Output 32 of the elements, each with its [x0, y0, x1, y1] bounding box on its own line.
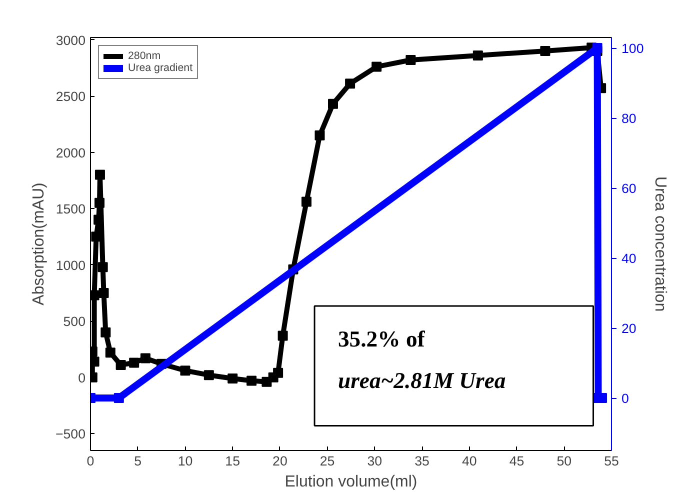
y2-tick-label: 60	[622, 181, 636, 196]
y-tick-label: 2000	[56, 145, 86, 160]
annotation: 35.2% of	[338, 326, 426, 352]
y-tick-label: 2500	[56, 89, 86, 104]
y2-tick-label: 20	[622, 321, 636, 336]
x-tick-label: 20	[272, 454, 288, 468]
y-tick-label: 3000	[56, 32, 86, 48]
x-tick-label: 10	[178, 454, 193, 468]
y2-tick-label: 40	[622, 251, 636, 266]
x-tick-label: 25	[320, 454, 335, 468]
y2-tick-label: 80	[622, 111, 636, 126]
annotation: urea~2.81M Urea	[338, 368, 506, 393]
x-tick-label: 45	[509, 454, 524, 468]
x-tick-label: 15	[225, 454, 240, 468]
y-tick-label: 1500	[56, 202, 86, 217]
x-tick-label: 35	[414, 454, 430, 468]
y2-tick-label: 100	[622, 41, 644, 56]
y-tick-label: −500	[55, 426, 86, 442]
y-tick-label: 0	[78, 370, 86, 386]
y-tick-label: 500	[63, 314, 86, 330]
y-tick-label: 1000	[56, 258, 86, 273]
y2-tick-label: 0	[622, 391, 629, 406]
x-axis-title: Elution volume(ml)	[284, 474, 418, 490]
y2-axis-title: Urea concentration	[652, 176, 669, 312]
legend-label: Urea gradient	[128, 62, 193, 74]
x-tick-label: 40	[462, 454, 477, 468]
y-axis-title: Absorption(mAU)	[30, 182, 48, 306]
x-tick-label: 5	[134, 454, 142, 468]
x-tick-label: 30	[367, 454, 382, 468]
x-tick-label: 50	[556, 454, 572, 468]
legend-label: 280nm	[128, 50, 161, 62]
x-tick-label: 55	[604, 454, 619, 468]
